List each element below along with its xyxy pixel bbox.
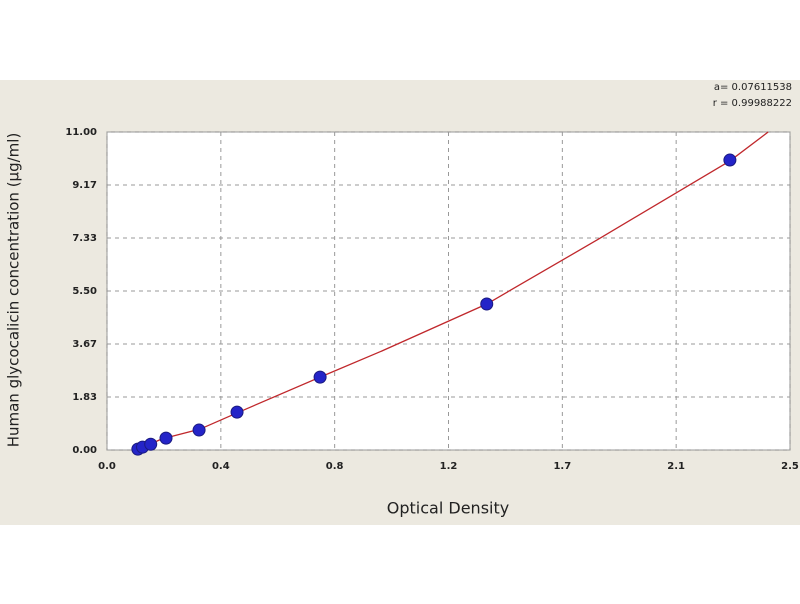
fit-curve <box>136 131 769 451</box>
y-tick-label: 3.67 <box>72 339 97 350</box>
plot-area <box>106 131 791 451</box>
x-tick-label: 0.0 <box>98 461 116 472</box>
y-tick-label: 0.00 <box>72 445 97 456</box>
x-tick-label: 0.8 <box>326 461 344 472</box>
y-axis-label: Human glycocalicin concentration (µg/ml) <box>5 133 23 448</box>
annotation: r = 0.99988222 <box>713 98 792 109</box>
x-axis-label: Optical Density <box>387 499 509 518</box>
data-point <box>230 405 244 419</box>
data-point <box>159 431 173 445</box>
data-point <box>144 437 158 451</box>
x-tick-label: 1.7 <box>553 461 571 472</box>
x-tick-label: 1.2 <box>440 461 458 472</box>
data-point <box>723 153 737 167</box>
data-point <box>192 423 206 437</box>
x-tick-label: 2.5 <box>781 461 799 472</box>
x-tick-label: 0.4 <box>212 461 230 472</box>
data-point <box>480 297 494 311</box>
y-tick-label: 5.50 <box>72 286 97 297</box>
annotation: a= 0.07611538 <box>714 82 792 93</box>
y-tick-label: 11.00 <box>65 127 97 138</box>
data-point <box>313 370 327 384</box>
y-tick-label: 9.17 <box>72 180 97 191</box>
y-tick-label: 7.33 <box>72 233 97 244</box>
y-tick-label: 1.83 <box>72 392 97 403</box>
x-tick-label: 2.1 <box>667 461 685 472</box>
